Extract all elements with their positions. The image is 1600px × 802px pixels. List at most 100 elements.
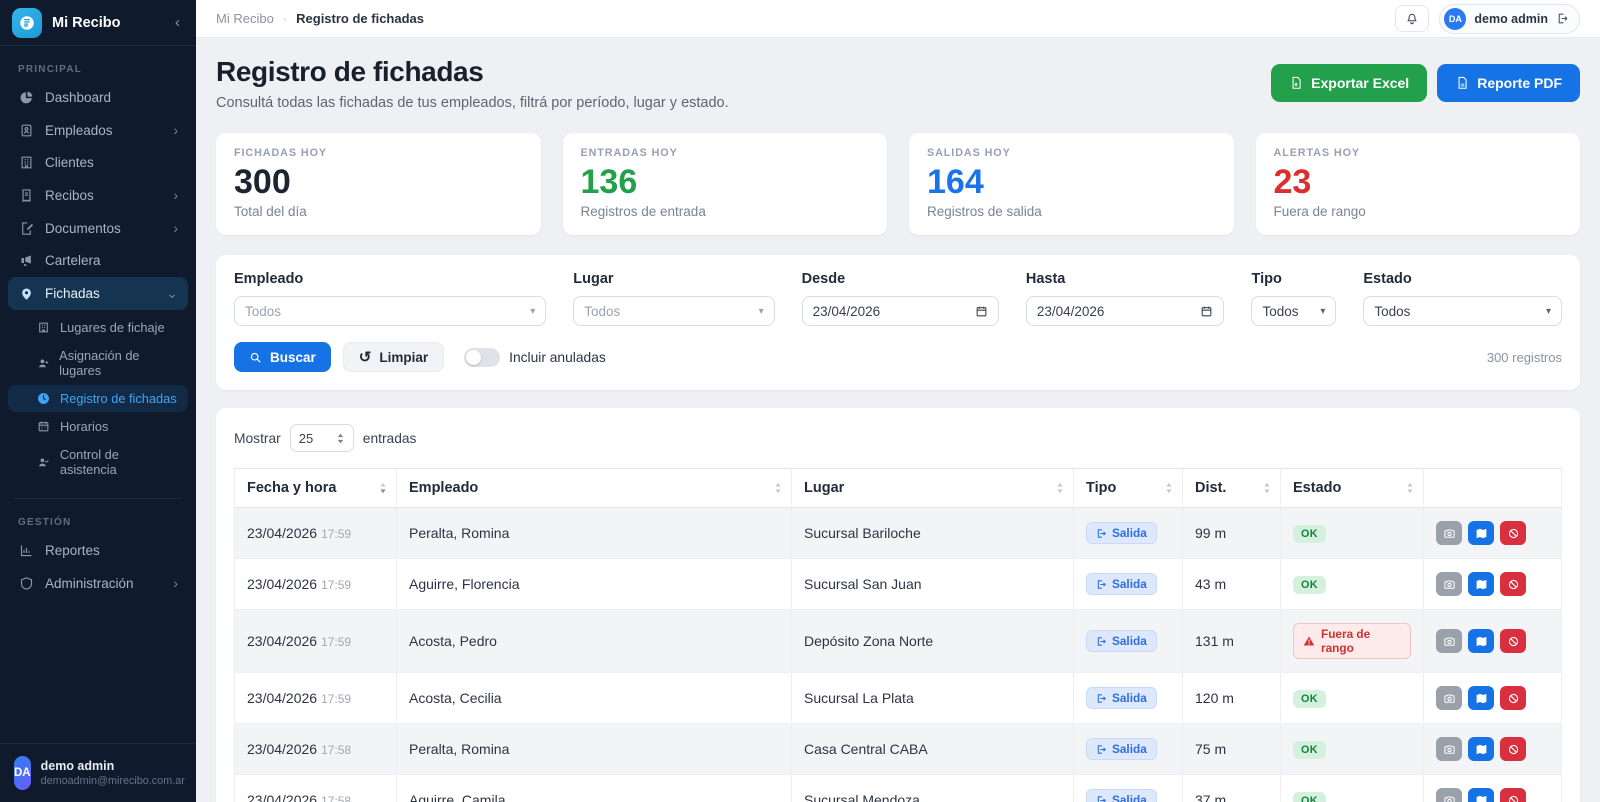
cell-time: 17:59 bbox=[321, 527, 352, 541]
report-pdf-label: Reporte PDF bbox=[1477, 75, 1562, 91]
photo-button[interactable] bbox=[1436, 572, 1462, 596]
updown-icon bbox=[336, 433, 345, 444]
void-button[interactable] bbox=[1500, 686, 1526, 710]
column-header-tipo[interactable]: Tipo bbox=[1073, 468, 1183, 508]
buscar-button[interactable]: Buscar bbox=[234, 342, 331, 372]
cell-time: 17:59 bbox=[321, 692, 352, 706]
cell-date: 23/04/2026 bbox=[247, 690, 318, 706]
map-icon bbox=[1475, 794, 1488, 802]
sidebar-item-documentos[interactable]: Documentos › bbox=[8, 212, 188, 244]
hasta-date-input[interactable]: 23/04/2026 bbox=[1025, 296, 1225, 326]
registros-count: 300 registros bbox=[1486, 349, 1562, 365]
map-icon bbox=[1475, 527, 1488, 540]
page-size-select[interactable]: 25 bbox=[289, 424, 354, 452]
column-header-fecha[interactable]: Fecha y hora bbox=[234, 468, 397, 508]
map-button[interactable] bbox=[1468, 572, 1494, 596]
tipo-select[interactable]: Todos ▾ bbox=[1251, 296, 1337, 326]
cell-distance: 99 m bbox=[1195, 525, 1227, 541]
sidebar-subitem-lugares-de-fichaje[interactable]: Lugares de fichaje bbox=[8, 314, 188, 341]
breadcrumb-root[interactable]: Mi Recibo bbox=[216, 11, 274, 26]
sidebar-user-card[interactable]: DA demo admin demoadmin@mirecibo.com.ar bbox=[0, 743, 196, 802]
documents-icon bbox=[18, 221, 34, 236]
column-header-empleado[interactable]: Empleado bbox=[396, 468, 792, 508]
column-header-dist[interactable]: Dist. bbox=[1182, 468, 1281, 508]
table-row[interactable]: 23/04/2026 17:58 Peralta, Romina Casa Cen… bbox=[234, 723, 1562, 775]
sidebar-item-clientes[interactable]: Clientes bbox=[8, 147, 188, 178]
photo-button[interactable] bbox=[1436, 686, 1462, 710]
map-button[interactable] bbox=[1468, 521, 1494, 545]
empleado-select[interactable]: Todos ▾ bbox=[234, 296, 547, 326]
limpiar-button[interactable]: ↺ Limpiar bbox=[342, 342, 445, 372]
sort-icon[interactable] bbox=[1056, 482, 1064, 494]
type-badge-label: Salida bbox=[1112, 742, 1147, 756]
sidebar-subitem-registro-de-fichadas[interactable]: Registro de fichadas bbox=[8, 385, 188, 412]
sidebar-item-reportes[interactable]: Reportes bbox=[8, 535, 188, 566]
table-row[interactable]: 23/04/2026 17:59 Peralta, Romina Sucursal… bbox=[234, 507, 1562, 559]
photo-button[interactable] bbox=[1436, 521, 1462, 545]
table-row[interactable]: 23/04/2026 17:58 Aguirre, Camila Sucursal… bbox=[234, 774, 1562, 802]
sidebar-item-cartelera[interactable]: Cartelera bbox=[8, 245, 188, 276]
notifications-button[interactable] bbox=[1395, 5, 1430, 32]
sort-icon[interactable] bbox=[1263, 482, 1271, 494]
row-actions bbox=[1436, 521, 1549, 545]
void-button[interactable] bbox=[1500, 788, 1526, 802]
limpiar-label: Limpiar bbox=[379, 349, 429, 365]
lugar-select[interactable]: Todos ▾ bbox=[573, 296, 775, 326]
sidebar-item-recibos[interactable]: Recibos › bbox=[8, 179, 188, 211]
map-button[interactable] bbox=[1468, 737, 1494, 761]
photo-button[interactable] bbox=[1436, 737, 1462, 761]
cell-time: 17:59 bbox=[321, 635, 352, 649]
type-badge-label: Salida bbox=[1112, 634, 1147, 648]
user-menu[interactable]: DA demo admin bbox=[1439, 3, 1580, 34]
sidebar-subitem-control-de-asistencia[interactable]: Control de asistencia bbox=[8, 441, 188, 483]
breadcrumb-separator: · bbox=[282, 11, 288, 26]
sort-icon[interactable] bbox=[774, 482, 782, 494]
incluir-anuladas-toggle[interactable]: Incluir anuladas bbox=[464, 347, 606, 367]
desde-date-input[interactable]: 23/04/2026 bbox=[801, 296, 999, 326]
void-button[interactable] bbox=[1500, 572, 1526, 596]
sort-icon[interactable] bbox=[1165, 482, 1173, 494]
estado-select-value: Todos bbox=[1374, 303, 1411, 319]
sidebar-subitem-horarios[interactable]: Horarios bbox=[8, 413, 188, 440]
void-button[interactable] bbox=[1500, 629, 1526, 653]
sidebar-item-dashboard[interactable]: Dashboard bbox=[8, 82, 188, 113]
map-button[interactable] bbox=[1468, 788, 1494, 802]
photo-button[interactable] bbox=[1436, 629, 1462, 653]
sidebar-item-administracion[interactable]: Administración › bbox=[8, 567, 188, 599]
page-size-value: 25 bbox=[298, 430, 314, 446]
logout-icon[interactable] bbox=[1556, 12, 1569, 25]
sidebar-item-fichadas[interactable]: Fichadas ⌄ bbox=[8, 277, 188, 310]
column-header-lugar[interactable]: Lugar bbox=[791, 468, 1074, 508]
type-badge: Salida bbox=[1086, 522, 1157, 544]
sidebar-item-empleados[interactable]: Empleados › bbox=[8, 114, 188, 146]
type-badge-label: Salida bbox=[1112, 691, 1147, 705]
sidebar-subitem-asignacion-de-lugares[interactable]: Asignación de lugares bbox=[8, 342, 188, 384]
sidebar-collapse-icon[interactable]: ‹ bbox=[175, 14, 180, 31]
cancel-icon bbox=[1507, 527, 1520, 540]
sort-icon[interactable] bbox=[1406, 482, 1414, 494]
void-button[interactable] bbox=[1500, 737, 1526, 761]
lugar-select-value: Todos bbox=[584, 303, 621, 319]
photo-button[interactable] bbox=[1436, 788, 1462, 802]
estado-select[interactable]: Todos ▾ bbox=[1363, 296, 1562, 326]
export-excel-button[interactable]: Exportar Excel bbox=[1271, 64, 1428, 102]
table-row[interactable]: 23/04/2026 17:59 Aguirre, Florencia Sucur… bbox=[234, 558, 1562, 610]
sort-icon[interactable] bbox=[379, 482, 387, 494]
camera-icon bbox=[1443, 527, 1456, 540]
map-button[interactable] bbox=[1468, 686, 1494, 710]
toggle-switch[interactable] bbox=[464, 347, 501, 367]
void-button[interactable] bbox=[1500, 521, 1526, 545]
report-pdf-button[interactable]: Reporte PDF bbox=[1437, 64, 1580, 102]
column-header-estado[interactable]: Estado bbox=[1280, 468, 1424, 508]
table-row[interactable]: 23/04/2026 17:59 Acosta, Cecilia Sucursal… bbox=[234, 672, 1562, 724]
type-badge: Salida bbox=[1086, 789, 1157, 802]
camera-icon bbox=[1443, 578, 1456, 591]
map-button[interactable] bbox=[1468, 629, 1494, 653]
page-content: Registro de fichadas Consultá todas las … bbox=[196, 38, 1600, 802]
stat-sub: Registros de salida bbox=[927, 204, 1042, 219]
table-row[interactable]: 23/04/2026 17:59 Acosta, Pedro Depósito Z… bbox=[234, 609, 1562, 673]
cancel-icon bbox=[1507, 794, 1520, 802]
cell-date: 23/04/2026 bbox=[247, 741, 318, 757]
mostrar-label: Mostrar bbox=[234, 430, 281, 446]
dashboard-icon bbox=[18, 90, 34, 105]
